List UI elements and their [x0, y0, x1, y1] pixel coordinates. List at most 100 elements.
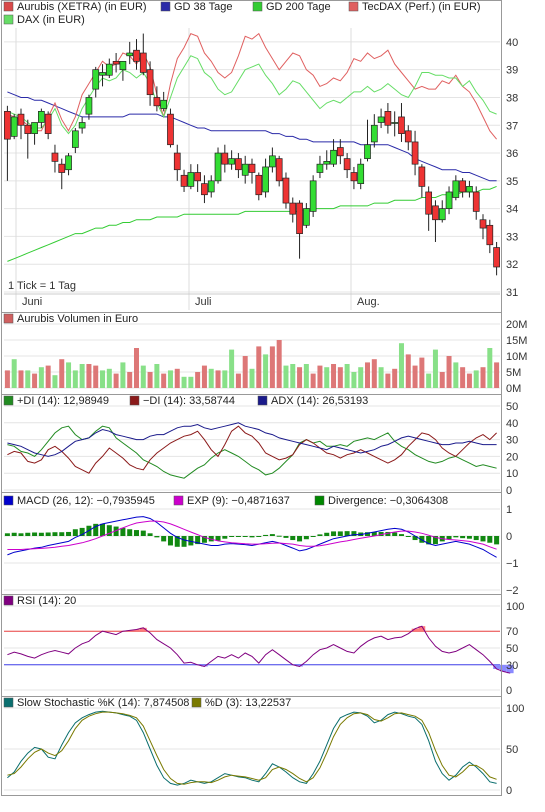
candle-body [167, 113, 174, 146]
dmi-ytick-label: 10 [506, 468, 518, 480]
rsi-ytick-label: 30 [506, 660, 518, 672]
divergence-bar [371, 531, 377, 536]
candle-body [370, 124, 378, 143]
volume-bar [167, 370, 173, 388]
rsi-legend-label: RSI (14): 20 [17, 595, 76, 607]
candle-body [221, 152, 229, 165]
volume-bar [303, 364, 309, 388]
volume-bar [113, 373, 119, 388]
volume-bar [120, 362, 126, 388]
candle-body [194, 172, 201, 182]
series-line [7, 55, 497, 135]
candle-body [126, 52, 134, 57]
rsi-ytick-label: 0 [506, 685, 512, 697]
price-ytick-label: 32 [506, 259, 518, 271]
rsi-legend-swatch [3, 595, 14, 606]
volume-bar [487, 348, 493, 388]
divergence-bar [154, 536, 160, 538]
macd-legend-label: EXP (9): −0,4871637 [187, 495, 290, 507]
divergence-bar [18, 533, 24, 536]
candle-body [173, 152, 181, 171]
divergence-bar [398, 534, 404, 536]
divergence-bar [263, 534, 269, 536]
stochastic-panel-frame [1, 696, 502, 796]
rsi-ytick-label: 50 [506, 643, 518, 655]
xtick-label: Juni [22, 296, 42, 308]
volume-bar [79, 364, 85, 388]
dmi-ytick-label: 50 [506, 401, 518, 413]
macd-legend-swatch [314, 495, 325, 506]
candle-body [384, 111, 392, 126]
candle-body [425, 191, 433, 215]
volume-bar [283, 365, 289, 388]
stochastic-series-line [7, 710, 497, 786]
divergence-bar [140, 530, 146, 536]
rsi-overbought-fill [411, 628, 419, 632]
divergence-bar [161, 536, 167, 542]
dmi-legend-swatch [257, 395, 268, 406]
volume-bar [208, 368, 214, 388]
rsi-overbought-fill [418, 626, 426, 632]
xtick-label: Aug. [357, 296, 380, 308]
candle-body [296, 202, 303, 234]
candle-body [85, 97, 93, 115]
candle-body [139, 52, 147, 73]
tick-note: 1 Tick = 1 Tag [8, 280, 76, 292]
price-ytick-label: 40 [506, 37, 518, 49]
divergence-bar [174, 536, 180, 547]
price-ytick-label: 34 [506, 204, 518, 216]
volume-bar [154, 364, 160, 388]
divergence-bar [290, 536, 296, 541]
volume-bar [4, 370, 10, 388]
volume-bar [324, 367, 330, 388]
volume-bar [419, 357, 425, 388]
divergence-bar [460, 536, 466, 539]
divergence-bar [331, 531, 337, 536]
dmi-series-line [7, 425, 497, 479]
divergence-bar [215, 536, 221, 541]
price-legend-swatch [348, 1, 359, 12]
divergence-bar [480, 536, 486, 542]
divergence-bar [4, 533, 10, 536]
volume-bar [229, 349, 235, 388]
price-ytick-label: 37 [506, 120, 518, 132]
candle-body [4, 111, 11, 140]
divergence-bar [72, 529, 78, 536]
candle-body [391, 122, 399, 124]
price-legend-swatch [3, 1, 14, 12]
divergence-bar [256, 536, 262, 537]
candle-body [160, 99, 168, 109]
volume-bar [100, 370, 106, 388]
volume-bar [310, 373, 316, 388]
divergence-bar [412, 536, 418, 541]
volume-bar [59, 359, 65, 388]
divergence-bar [317, 534, 323, 536]
volume-bar [276, 340, 282, 388]
macd-series-line [7, 520, 497, 550]
candle-body [201, 183, 208, 196]
volume-legend-label: Aurubis Volumen in Euro [17, 313, 138, 325]
dmi-ytick-label: 20 [506, 451, 518, 463]
volume-bar [453, 362, 459, 388]
candle-body [466, 186, 473, 193]
macd-legend-swatch [3, 495, 14, 506]
macd-legend-label: Divergence: −0,3064308 [328, 495, 448, 507]
divergence-bar [453, 536, 459, 538]
volume-bar [358, 367, 364, 388]
macd-legend-swatch [173, 495, 184, 506]
volume-bar [297, 367, 303, 388]
volume-bar [66, 362, 72, 388]
candle-body [235, 158, 242, 171]
candle-body [493, 247, 500, 268]
price-ytick-label: 36 [506, 148, 518, 160]
divergence-bar [426, 536, 432, 545]
price-ytick-label: 38 [506, 92, 518, 104]
volume-bar [480, 367, 486, 388]
candle-body [187, 172, 195, 187]
rsi-oversold-fill [201, 664, 208, 667]
volume-bar [18, 370, 24, 388]
divergence-bar [378, 531, 384, 536]
candle-body [398, 116, 405, 134]
volume-bar [392, 368, 398, 388]
